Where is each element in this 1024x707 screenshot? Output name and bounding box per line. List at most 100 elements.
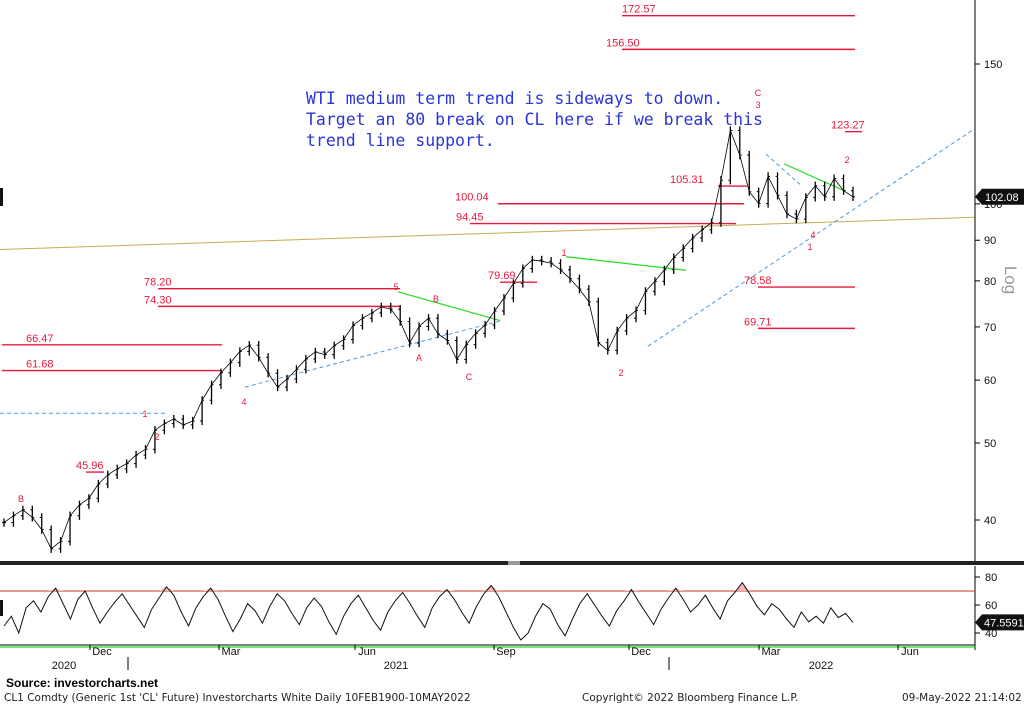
price-tick-label: 50	[984, 438, 996, 450]
price-path	[22, 509, 33, 518]
price-path	[748, 191, 759, 204]
price-path	[786, 213, 797, 220]
source-label: Source: investorcharts.net	[6, 676, 159, 690]
rsi-overbought-fill	[55, 588, 64, 591]
price-path	[79, 497, 90, 506]
time-tick-label: Mar	[222, 646, 241, 658]
time-tick-label: Jun	[901, 646, 919, 658]
year-label: 2021	[384, 660, 408, 672]
price-path	[532, 259, 542, 262]
level-label: 100.04	[455, 192, 489, 204]
price-path	[626, 310, 637, 319]
price-path	[267, 373, 278, 388]
rsi-tick-label: 80	[985, 572, 997, 584]
price-path	[183, 420, 193, 426]
price-path	[767, 176, 778, 196]
level-label: 78.58	[744, 275, 772, 287]
footer-timestamp: 09-May-2022 21:14:02	[902, 692, 1022, 704]
price-path	[277, 378, 288, 388]
wave-label: 2	[618, 368, 623, 378]
wave-label: B	[18, 494, 24, 504]
last-price-tag	[975, 188, 1024, 205]
left-edge-marker	[0, 600, 3, 616]
price-path	[588, 301, 599, 343]
rsi-tick-label: 60	[985, 600, 997, 612]
price-path	[664, 257, 675, 271]
price-path	[164, 418, 174, 424]
long-trend-line	[0, 216, 975, 251]
price-path	[513, 268, 524, 284]
rsi-last-tag	[975, 614, 1024, 631]
price-path	[333, 339, 344, 347]
price-path	[315, 351, 325, 356]
price-path	[701, 222, 712, 230]
price-path	[711, 180, 722, 223]
price-path	[796, 197, 807, 220]
price-path	[673, 248, 684, 258]
price-path	[154, 423, 165, 431]
price-path	[579, 288, 590, 302]
footer-security: CL1 Comdty (Generic 1st 'CL' Future) Inv…	[4, 692, 471, 704]
price-path	[173, 418, 184, 426]
time-tick-label: Mar	[762, 646, 781, 658]
price-tick-label: 90	[984, 235, 996, 247]
price-path	[503, 283, 514, 299]
price-path	[843, 190, 854, 198]
price-path	[220, 362, 231, 373]
price-path	[305, 351, 316, 360]
time-tick-label: Jun	[358, 646, 376, 658]
price-path	[126, 454, 137, 464]
price-path	[833, 178, 844, 191]
time-tick-label: Dec	[92, 646, 112, 658]
price-path	[371, 306, 382, 314]
level-label: 79.69	[488, 270, 516, 282]
time-axis: Dec Mar Jun Sep Dec Mar Jun 2020 2021 2022	[0, 644, 975, 672]
level-label: 105.31	[670, 174, 704, 186]
price-path	[192, 400, 203, 422]
left-edge-marker	[0, 188, 3, 206]
price-path	[41, 529, 52, 549]
footer-copyright: Copyright© 2022 Bloomberg Finance L.P.	[582, 692, 799, 704]
wave-label: 1	[807, 242, 812, 252]
price-path	[777, 195, 788, 215]
rsi-overbought-fill	[166, 586, 174, 591]
price-path	[50, 541, 61, 550]
level-label: 45.96	[76, 460, 104, 472]
level-label: 66.47	[26, 333, 54, 345]
wave-label: 4	[810, 230, 815, 240]
wave-label: C	[466, 372, 473, 382]
price-path	[296, 358, 307, 370]
price-tick-label: 40	[984, 515, 996, 527]
green-trend-line	[783, 163, 846, 192]
price-path	[465, 333, 476, 345]
price-path	[541, 260, 552, 264]
level-label: 78.20	[144, 277, 172, 289]
rsi-overbought-fill	[439, 589, 447, 591]
price-path	[324, 345, 335, 355]
price-path	[286, 369, 297, 380]
price-path	[824, 178, 835, 197]
level-label: 69.71	[744, 316, 772, 328]
price-path	[13, 509, 24, 517]
price-path	[484, 310, 495, 326]
price-path	[494, 297, 505, 312]
level-lines: 172.57 156.50 123.27 105.31 100.04 94.45 79.69…	[2, 4, 865, 473]
price-path	[428, 317, 439, 335]
year-label: 2022	[809, 660, 833, 672]
annotation-line-3: trend line support.	[306, 131, 495, 150]
price-path	[239, 344, 250, 352]
price-path	[814, 185, 826, 197]
level-label: 74.30	[144, 294, 172, 306]
price-path	[88, 483, 99, 499]
price-path	[437, 333, 448, 341]
price-path	[522, 259, 533, 269]
rsi-overbought-fill	[491, 585, 499, 591]
rsi-line	[3, 581, 854, 641]
rsi-panel: 40 60 80 47.5591	[0, 561, 1024, 650]
price-path	[352, 317, 363, 326]
price-path	[31, 517, 43, 530]
resistance-trend-line	[765, 153, 801, 185]
price-path	[211, 372, 222, 385]
